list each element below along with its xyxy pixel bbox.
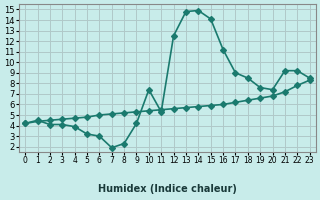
- X-axis label: Humidex (Indice chaleur): Humidex (Indice chaleur): [98, 184, 237, 194]
